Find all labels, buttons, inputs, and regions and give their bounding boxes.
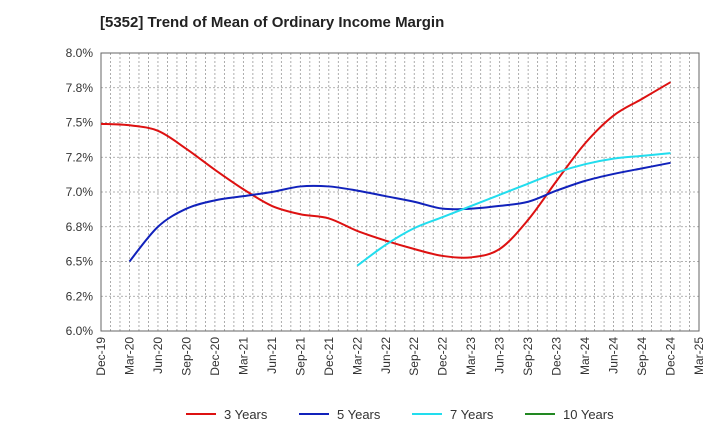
x-tick-label: Sep-22 [407, 337, 421, 376]
x-tick-label: Dec-23 [550, 337, 564, 376]
chart-title: [5352] Trend of Mean of Ordinary Income … [100, 14, 445, 31]
x-tick-label: Dec-24 [664, 337, 678, 376]
y-tick-label: 6.8% [66, 220, 94, 234]
x-tick-label: Dec-20 [208, 337, 222, 376]
y-tick-label: 7.2% [66, 150, 94, 164]
series-line-3-years [100, 81, 672, 259]
y-tick-label: 6.0% [66, 324, 94, 338]
x-tick-label: Mar-21 [236, 337, 250, 375]
x-tick-label: Dec-19 [94, 337, 108, 376]
x-tick-label: Jun-22 [379, 337, 393, 374]
x-tick-label: Jun-24 [607, 337, 621, 374]
x-tick-label: Mar-20 [122, 337, 136, 375]
y-tick-label: 6.2% [66, 289, 94, 303]
x-tick-label: Jun-20 [151, 337, 165, 374]
y-tick-label: 8.0% [66, 46, 94, 60]
plot-area [101, 53, 699, 331]
y-tick-label: 6.5% [66, 255, 94, 269]
legend-label-3-years: 3 Years [224, 407, 268, 422]
x-tick-label: Dec-22 [436, 337, 450, 376]
x-tick-label: Mar-24 [578, 337, 592, 375]
x-tick-label: Mar-23 [464, 337, 478, 375]
series-line-5-years [128, 161, 671, 263]
series-lines [100, 81, 672, 267]
legend-label-10-years: 10 Years [563, 407, 614, 422]
grid [100, 52, 700, 332]
x-tick-label: Mar-22 [350, 337, 364, 375]
axes: 6.0% 6.2% 6.5% 6.8% 7.0% 7.2% 7.5% 7.8% 8.0% Dec-… [66, 46, 706, 376]
y-tick-label: 7.0% [66, 185, 94, 199]
series-line-7-years [356, 152, 671, 267]
y-tick-label: 7.5% [66, 116, 94, 130]
x-tick-label: Sep-24 [635, 337, 649, 376]
x-tick-label: Jun-21 [265, 337, 279, 374]
x-tick-label: Sep-20 [179, 337, 193, 376]
y-tick-label: 7.8% [66, 81, 94, 95]
x-tick-label: Sep-23 [521, 337, 535, 376]
legend-label-7-years: 7 Years [450, 407, 494, 422]
legend-label-5-years: 5 Years [337, 407, 381, 422]
x-tick-label: Jun-23 [493, 337, 507, 374]
plot-frame [100, 52, 700, 332]
x-tick-label: Mar-25 [692, 337, 706, 375]
legend: 3 Years 5 Years 7 Years 10 Years [186, 407, 614, 422]
x-tick-label: Sep-21 [293, 337, 307, 376]
x-tick-label: Dec-21 [322, 337, 336, 376]
